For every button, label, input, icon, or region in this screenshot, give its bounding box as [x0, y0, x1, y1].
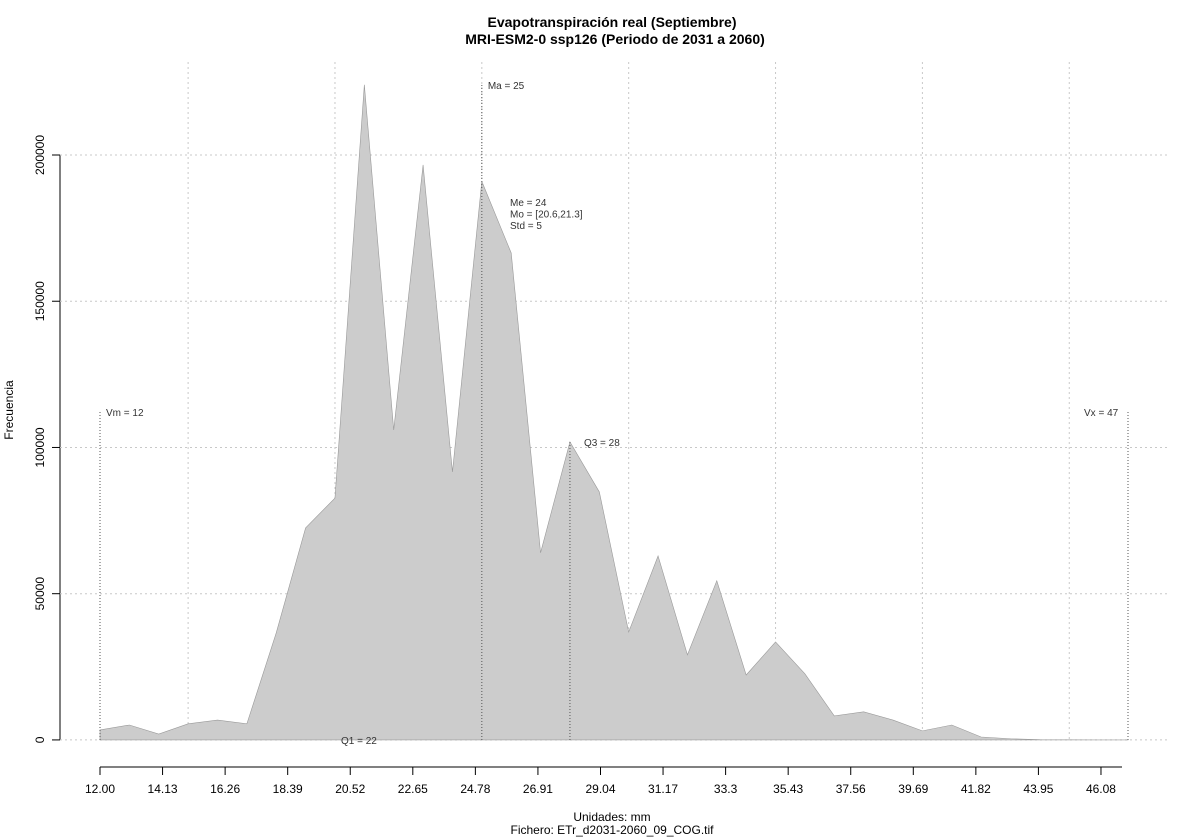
y-tick-label: 50000	[33, 577, 47, 611]
y-tick-label: 200000	[33, 135, 47, 175]
x-tick-label: 41.82	[961, 782, 991, 796]
chart-title: Evapotranspiración real (Septiembre)	[488, 14, 737, 30]
x-tick-label: 35.43	[773, 782, 803, 796]
stat-label: Ma = 25	[488, 81, 525, 92]
x-tick-label: 20.52	[335, 782, 365, 796]
y-tick-label: 150000	[33, 281, 47, 321]
caption: Fichero: ETr_d2031-2060_09_COG.tif	[511, 823, 715, 837]
stat-label: Std = 5	[510, 221, 542, 232]
stat-label: Me = 24	[510, 198, 547, 209]
x-tick-label: 39.69	[898, 782, 928, 796]
x-tick-label: 22.65	[398, 782, 428, 796]
x-tick-label: 12.00	[85, 782, 115, 796]
stat-label: Mo = [20.6,21.3]	[510, 210, 583, 221]
stat-label: Vm = 12	[106, 408, 144, 419]
x-tick-label: 24.78	[460, 782, 490, 796]
stat-label: Q3 = 28	[584, 438, 620, 449]
x-tick-label: 43.95	[1023, 782, 1053, 796]
x-tick-label: 29.04	[585, 782, 615, 796]
area	[99, 84, 1129, 741]
x-tick-label: 46.08	[1086, 782, 1116, 796]
y-tick-label: 100000	[33, 427, 47, 467]
q1-label: Q1 = 22	[341, 736, 377, 747]
x-axis-label: Unidades: mm	[573, 810, 650, 824]
x-tick-label: 31.17	[648, 782, 678, 796]
x-tick-label: 26.91	[523, 782, 553, 796]
y-tick-label: 0	[33, 736, 47, 743]
x-tick-label: 37.56	[836, 782, 866, 796]
x-tick-label: 18.39	[273, 782, 303, 796]
x-tick-label: 33.3	[714, 782, 738, 796]
chart-subtitle: MRI-ESM2-0 ssp126 (Periodo de 2031 a 206…	[465, 31, 765, 47]
y-axis-label: Frecuencia	[2, 380, 16, 440]
x-tick-label: 14.13	[148, 782, 178, 796]
x-tick-label: 16.26	[210, 782, 240, 796]
stat-label: Vx = 47	[1084, 408, 1119, 419]
